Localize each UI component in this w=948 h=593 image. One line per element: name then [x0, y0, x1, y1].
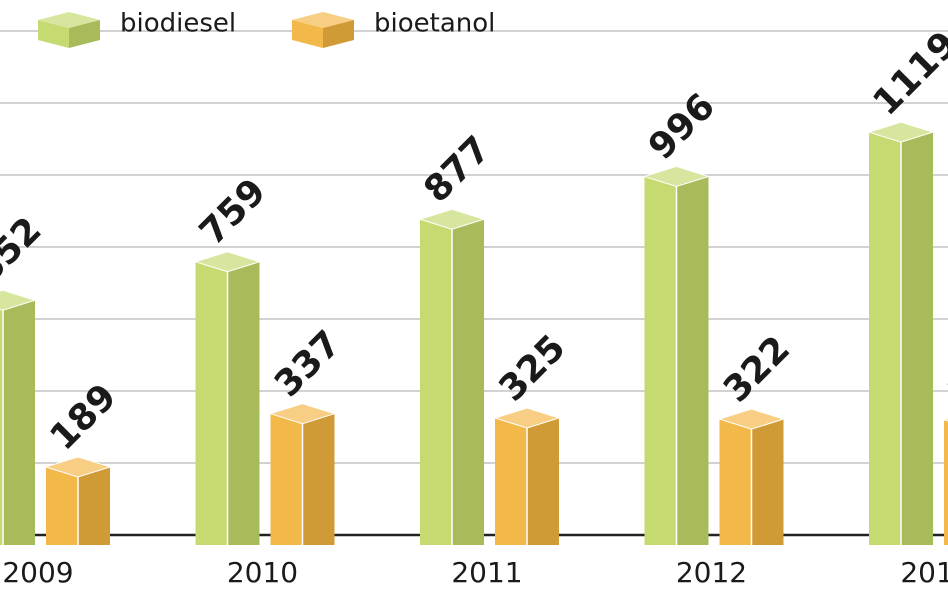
bar-front-right — [78, 466, 110, 545]
bar — [642, 165, 711, 545]
legend-icon-left — [292, 20, 323, 48]
bar — [717, 408, 786, 545]
bar-front-right — [676, 176, 709, 545]
bar — [867, 121, 935, 545]
bar-front-right — [452, 219, 484, 545]
bar-top — [867, 121, 935, 143]
x-tick-label: 2013 — [900, 556, 948, 589]
value-label: 759 — [192, 171, 274, 253]
bar-front-left — [869, 132, 901, 545]
value-label: 337 — [267, 323, 349, 405]
bar-front-left — [270, 413, 303, 545]
bar — [418, 208, 486, 545]
bar-front-right — [227, 261, 260, 545]
bar-top — [418, 208, 486, 230]
bar — [0, 289, 37, 545]
bar-top — [642, 165, 711, 187]
bar-front-right — [302, 413, 335, 545]
bar-top — [493, 407, 561, 429]
legend-icon — [292, 12, 354, 48]
value-label: 325 — [491, 327, 573, 409]
legend-label: bioetanol — [374, 9, 495, 39]
bar-front-left — [420, 219, 452, 545]
x-tick-label: 2012 — [676, 556, 747, 589]
value-label: 996 — [641, 86, 723, 168]
bar — [493, 407, 561, 545]
bar-top — [44, 456, 112, 478]
bar-front-right — [3, 300, 35, 545]
bar — [268, 403, 337, 545]
x-tick-label: 2011 — [451, 556, 522, 589]
bar-front-left — [0, 300, 3, 545]
x-tick-label: 2010 — [227, 556, 298, 589]
bar-top — [0, 289, 37, 311]
value-label: 877 — [416, 129, 498, 211]
bar-front-left — [495, 418, 527, 545]
legend-icon-right — [323, 20, 354, 48]
bar — [942, 418, 948, 545]
bar-front-left — [944, 419, 948, 545]
bar-front-left — [195, 261, 228, 545]
bar — [193, 251, 262, 545]
bar-front-right — [527, 418, 559, 545]
legend-icon-right — [69, 20, 100, 48]
bar-front-left — [719, 419, 752, 545]
value-label: 320 — [940, 329, 948, 411]
bar-top — [942, 418, 948, 422]
bar — [44, 456, 112, 545]
legend-icon-left — [38, 20, 69, 48]
bar-front-right — [751, 419, 784, 545]
value-label: 652 — [0, 210, 50, 292]
value-label: 1119 — [865, 24, 948, 124]
x-tick-label: 2009 — [2, 556, 73, 589]
bar-top — [268, 403, 337, 425]
bar-top — [717, 408, 786, 430]
bar-front-left — [46, 466, 78, 545]
value-label: 189 — [42, 376, 124, 458]
legend-label: biodiesel — [120, 9, 236, 39]
value-label: 322 — [716, 328, 798, 410]
legend-icon — [38, 12, 100, 48]
bar-top — [193, 251, 262, 273]
bar-front-right — [901, 132, 933, 545]
bar-front-left — [644, 176, 677, 545]
